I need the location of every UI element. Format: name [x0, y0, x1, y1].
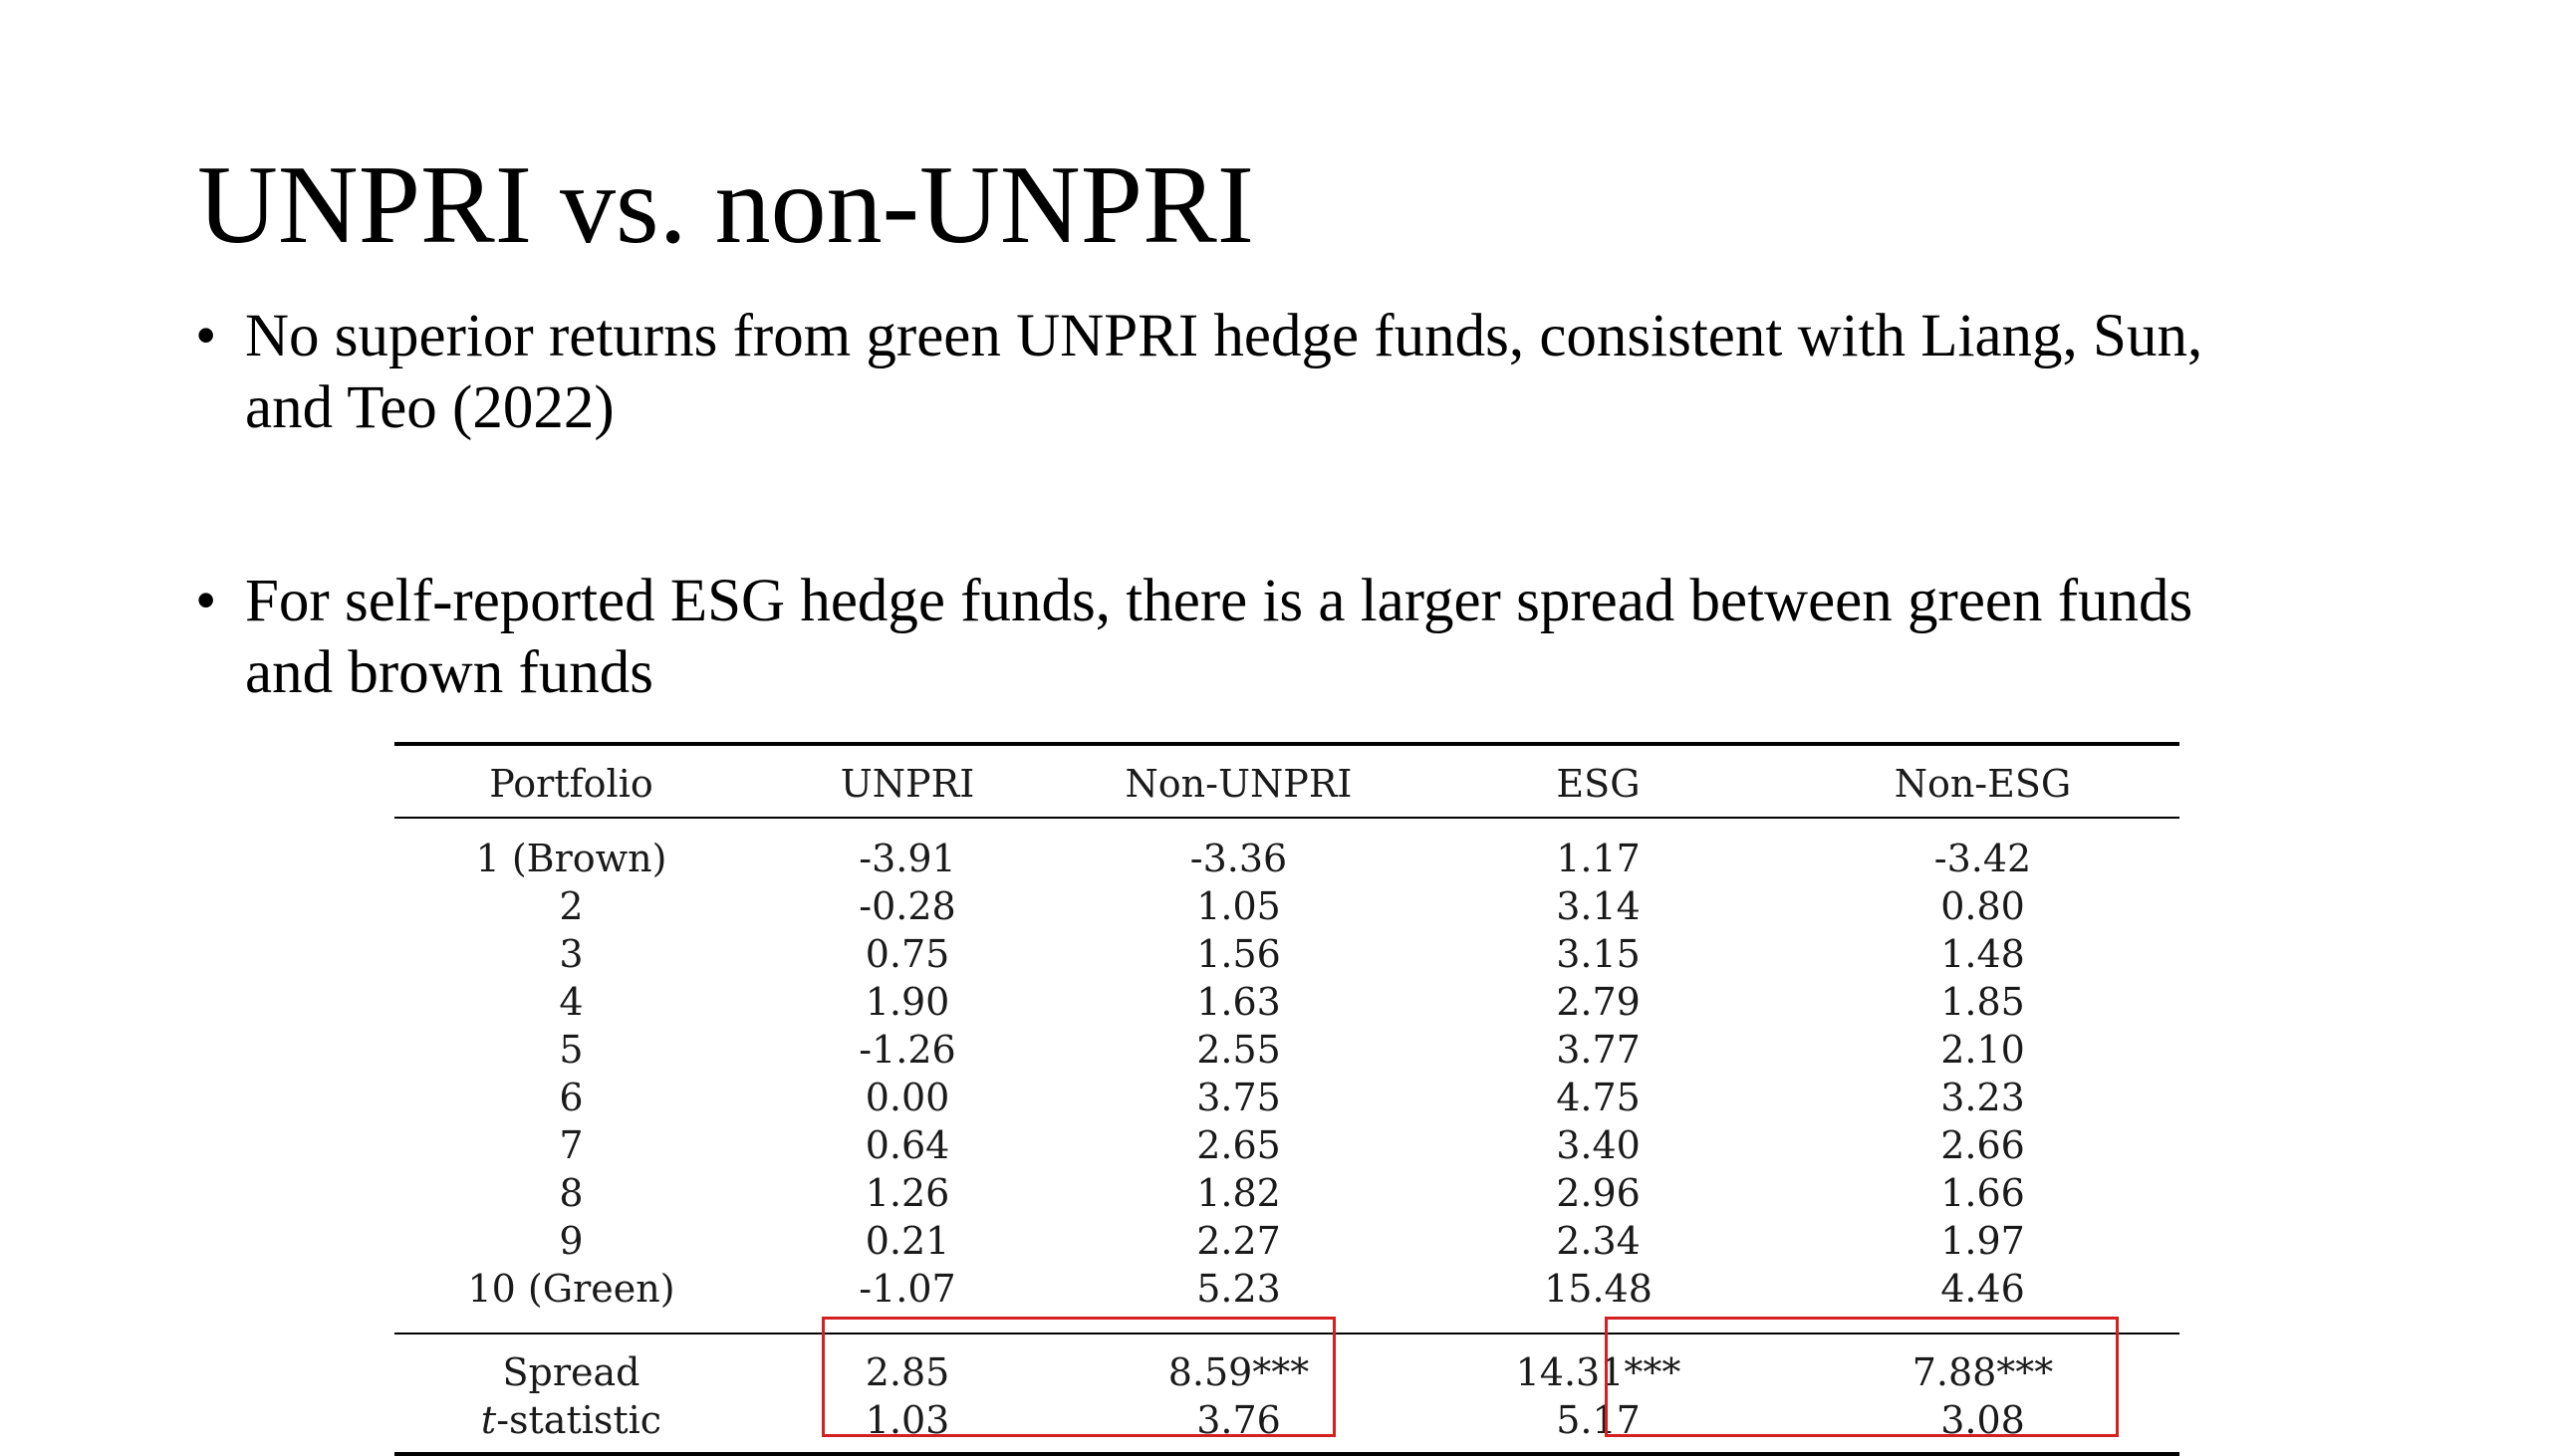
table-cell: 2.27 — [1196, 1219, 1281, 1263]
table-cell: 1.82 — [1196, 1171, 1281, 1215]
table-cell: -1.26 — [859, 1028, 956, 1072]
table-header-row: Portfolio UNPRI Non-UNPRI ESG Non-ESG — [394, 742, 2179, 819]
portfolio-label: 9 — [559, 1219, 584, 1263]
table-cell: 3.75 — [1196, 1076, 1281, 1119]
table-row: 6 0.00 3.75 4.75 3.23 — [394, 1074, 2179, 1121]
bullet-line: For self-reported ESG hedge funds, there… — [245, 568, 2193, 634]
summary-rows: Spread 2.85 8.59*** 14.31*** 7.88*** t-s… — [394, 1333, 2179, 1456]
table-cell: 1.26 — [865, 1171, 950, 1215]
table-row: 3 0.75 1.56 3.15 1.48 — [394, 930, 2179, 978]
table-cell: 2.55 — [1196, 1028, 1281, 1072]
table-cell: 1.56 — [1196, 932, 1281, 976]
column-header-non-esg: Non-ESG — [1786, 742, 2179, 819]
table-cell: 4.46 — [1940, 1267, 2025, 1311]
table-cell: 3.15 — [1556, 932, 1641, 976]
table-cell: 3.23 — [1940, 1076, 2025, 1119]
spread-label: Spread — [394, 1333, 748, 1396]
table-cell: 1.17 — [1556, 837, 1641, 880]
table-cell: 1.85 — [1940, 980, 2025, 1024]
bullet-line: No superior returns from green UNPRI hed… — [245, 303, 2203, 369]
table-cell: -0.28 — [859, 884, 956, 928]
table-cell: 1.66 — [1940, 1171, 2025, 1215]
table-cell: 3.40 — [1556, 1123, 1641, 1167]
t-suffix: -statistic — [496, 1398, 662, 1442]
bullet-text: For self-reported ESG hedge funds, there… — [245, 566, 2387, 709]
column-header-portfolio: Portfolio — [394, 742, 748, 819]
t-letter: t — [480, 1398, 497, 1442]
portfolio-label: 3 — [559, 932, 584, 976]
table-cell: 0.75 — [865, 932, 950, 976]
table-cell: -3.91 — [859, 837, 956, 880]
bullet-text: No superior returns from green UNPRI hed… — [245, 301, 2387, 444]
table-cell: 1.05 — [1196, 884, 1281, 928]
portfolio-label: 5 — [559, 1028, 584, 1072]
table-cell: 1.63 — [1196, 980, 1281, 1024]
bullet-marker: • — [195, 303, 217, 369]
table-cell: -3.36 — [1189, 837, 1288, 880]
table-cell: 0.80 — [1940, 884, 2025, 928]
table-cell: 1.97 — [1940, 1219, 2025, 1263]
table-row: 1 (Brown) -3.91 -3.36 1.17 -3.42 — [394, 818, 2179, 882]
portfolio-label: 10 (Green) — [467, 1267, 675, 1311]
portfolio-returns-table: Portfolio UNPRI Non-UNPRI ESG Non-ESG 1 … — [394, 742, 2179, 1456]
table-cell: 3.14 — [1556, 884, 1641, 928]
table-row: 8 1.26 1.82 2.96 1.66 — [394, 1169, 2179, 1217]
table-cell: 14.31*** — [1410, 1333, 1786, 1396]
table-row: 4 1.90 1.63 2.79 1.85 — [394, 978, 2179, 1026]
table-row: 10 (Green) -1.07 5.23 15.48 4.46 — [394, 1265, 2179, 1334]
table-row: 7 0.64 2.65 3.40 2.66 — [394, 1121, 2179, 1169]
portfolio-label: 4 — [559, 980, 584, 1024]
bullet-item: • For self-reported ESG hedge funds, the… — [195, 566, 2387, 709]
highlight-box-esg — [1605, 1317, 2119, 1437]
portfolio-label: 6 — [559, 1076, 584, 1119]
portfolio-rows: 1 (Brown) -3.91 -3.36 1.17 -3.42 2 -0.28 1.05 3.… — [394, 818, 2179, 1334]
table-cell: 0.64 — [865, 1123, 950, 1167]
column-header-esg: ESG — [1410, 742, 1786, 819]
table-cell: 15.48 — [1544, 1267, 1653, 1311]
table-cell: 2.10 — [1940, 1028, 2025, 1072]
bullet-marker: • — [195, 568, 217, 634]
table-row: 2 -0.28 1.05 3.14 0.80 — [394, 882, 2179, 930]
table-cell: 3.77 — [1556, 1028, 1641, 1072]
highlight-box-unpri — [822, 1317, 1336, 1437]
portfolio-label: 1 (Brown) — [475, 837, 667, 880]
table-cell: 2.85 — [748, 1333, 1067, 1396]
table-cell: 2.66 — [1940, 1123, 2025, 1167]
spread-row: Spread 2.85 8.59*** 14.31*** 7.88*** — [394, 1333, 2179, 1396]
bullet-item: • No superior returns from green UNPRI h… — [195, 301, 2387, 444]
t-statistic-label: t-statistic — [394, 1396, 748, 1456]
bullet-line: and brown funds — [245, 639, 653, 706]
table-cell: 8.59*** — [1067, 1333, 1410, 1396]
portfolio-label: 8 — [559, 1171, 584, 1215]
column-header-unpri: UNPRI — [748, 742, 1067, 819]
table-cell: 2.65 — [1196, 1123, 1281, 1167]
table-row: 5 -1.26 2.55 3.77 2.10 — [394, 1026, 2179, 1074]
bullet-line: and Teo (2022) — [245, 374, 615, 441]
table-cell: 0.21 — [865, 1219, 950, 1263]
portfolio-label: 7 — [559, 1123, 584, 1167]
column-header-non-unpri: Non-UNPRI — [1067, 742, 1410, 819]
slide-title: UNPRI vs. non-UNPRI — [197, 143, 1254, 267]
table-cell: 2.96 — [1556, 1171, 1641, 1215]
table-cell: 1.48 — [1940, 932, 2025, 976]
table-cell: 2.79 — [1556, 980, 1641, 1024]
table-cell: -1.07 — [859, 1267, 956, 1311]
table-cell: 7.88*** — [1786, 1333, 2179, 1396]
portfolio-label: 2 — [559, 884, 584, 928]
table-cell: 2.34 — [1556, 1219, 1641, 1263]
table-cell: 0.00 — [865, 1076, 950, 1119]
table-cell: 5.23 — [1196, 1267, 1281, 1311]
table-cell: 1.90 — [865, 980, 950, 1024]
table-cell: 4.75 — [1556, 1076, 1641, 1119]
table-cell: -3.42 — [1933, 837, 2032, 880]
table-row: 9 0.21 2.27 2.34 1.97 — [394, 1217, 2179, 1265]
